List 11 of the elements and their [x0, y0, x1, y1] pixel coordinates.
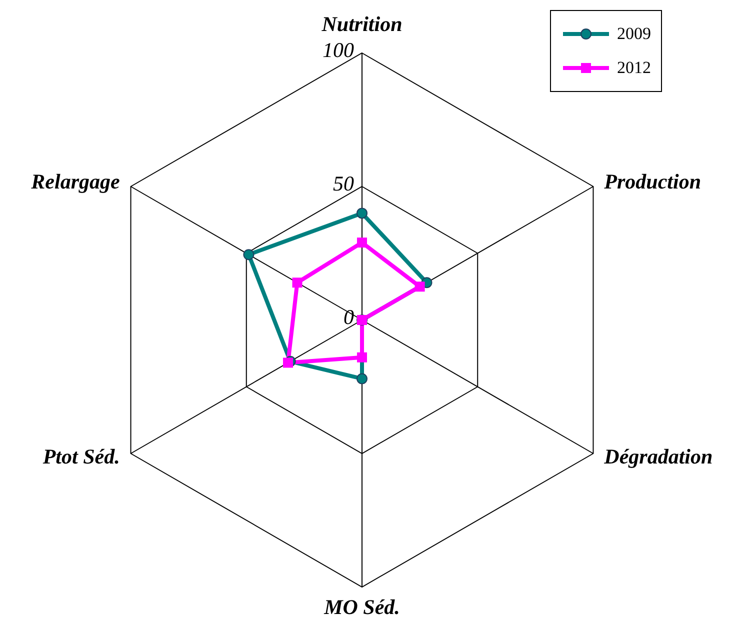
- y-tick-label: 50: [333, 172, 354, 196]
- spoke-label: Relargage: [30, 170, 120, 194]
- spoke-label: Ptot Séd.: [42, 444, 120, 468]
- spoke-label: Production: [603, 170, 702, 194]
- spoke-label: Dégradation: [603, 444, 713, 468]
- y-tick-label: 100: [322, 38, 354, 62]
- spoke-label: Nutrition: [320, 12, 402, 36]
- legend-label: 2012: [617, 58, 651, 78]
- y-tick-label: 0: [344, 305, 354, 329]
- legend-label: 2009: [617, 24, 651, 44]
- spoke-label: MO Séd.: [323, 595, 400, 619]
